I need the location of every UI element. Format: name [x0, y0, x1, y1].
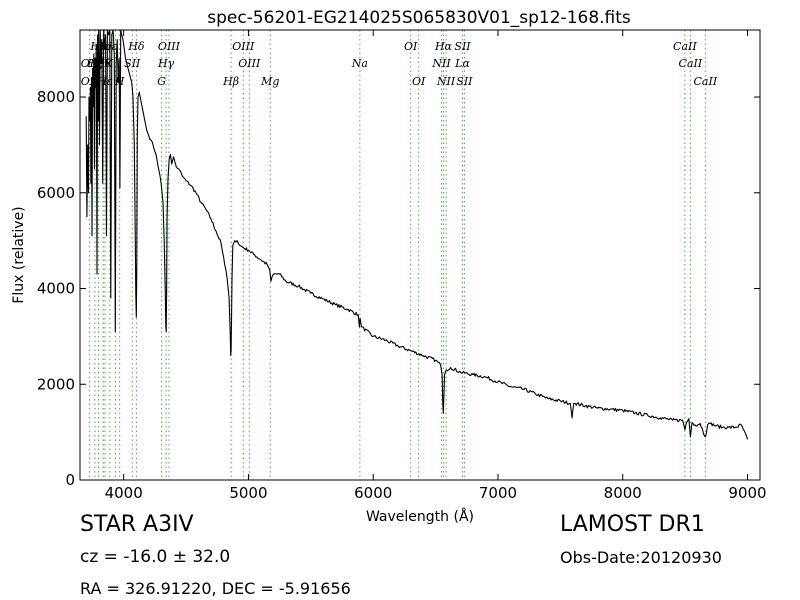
emission-line-label: OI — [404, 40, 418, 53]
survey-name: LAMOST DR1 — [560, 512, 705, 537]
emission-line-label: Mg — [260, 75, 279, 88]
x-tick-label: 4000 — [105, 484, 143, 502]
object-class: STAR A3IV — [80, 512, 194, 537]
emission-line-label: Hδ — [127, 40, 145, 53]
y-tick-label: 4000 — [37, 280, 75, 298]
x-tick-label: 5000 — [229, 484, 267, 502]
emission-line-label: CaII — [679, 57, 703, 70]
sky-coordinates: RA = 326.91220, DEC = -5.91656 — [80, 579, 351, 598]
emission-line-label: Hβ — [222, 75, 239, 88]
redshift-value: cz = -16.0 ± 32.0 — [80, 547, 231, 567]
spectrum-line — [85, 29, 749, 440]
emission-line-markers — [89, 30, 706, 480]
emission-line-label: Na — [351, 57, 368, 70]
x-tick-label: 9000 — [728, 484, 766, 502]
x-tick-label: 7000 — [479, 484, 517, 502]
x-tick-label: 8000 — [604, 484, 642, 502]
chart-title: spec-56201-EG214025S065830V01_sp12-168.f… — [207, 8, 631, 28]
x-tick-label: 6000 — [354, 484, 392, 502]
axis-ticks: 4000 5000 6000 7000 8000 9000 0 2000 4000 6000 800… — [37, 30, 767, 502]
emission-line-label: G — [157, 75, 166, 88]
emission-line-label: SII — [456, 75, 473, 88]
emission-line-label: OIII — [238, 57, 261, 70]
y-tick-label: 0 — [65, 471, 75, 489]
y-tick-label: 6000 — [37, 184, 75, 202]
emission-line-label: NII — [436, 75, 456, 88]
emission-line-label: SII — [124, 57, 141, 70]
emission-line-label: OIII — [158, 40, 181, 53]
emission-line-label: NII — [431, 57, 451, 70]
x-axis-label: Wavelength (Å) — [366, 508, 474, 525]
emission-line-label: K — [104, 57, 114, 70]
emission-line-label: OIII — [232, 40, 255, 53]
y-tick-label: 2000 — [37, 375, 75, 393]
emission-line-label: Hγ — [157, 57, 175, 70]
emission-line-label: OI — [412, 75, 426, 88]
plot-frame — [79, 29, 761, 481]
emission-line-label: CaII — [673, 40, 697, 53]
emission-line-label: Hα — [434, 40, 453, 53]
y-tick-label: 8000 — [37, 88, 75, 106]
observation-date: Obs-Date:20120930 — [560, 548, 722, 567]
emission-line-label: CaII — [694, 75, 718, 88]
y-axis-label: Flux (relative) — [11, 206, 27, 303]
emission-line-label: Lα — [454, 57, 470, 70]
emission-line-label: SII — [454, 40, 471, 53]
